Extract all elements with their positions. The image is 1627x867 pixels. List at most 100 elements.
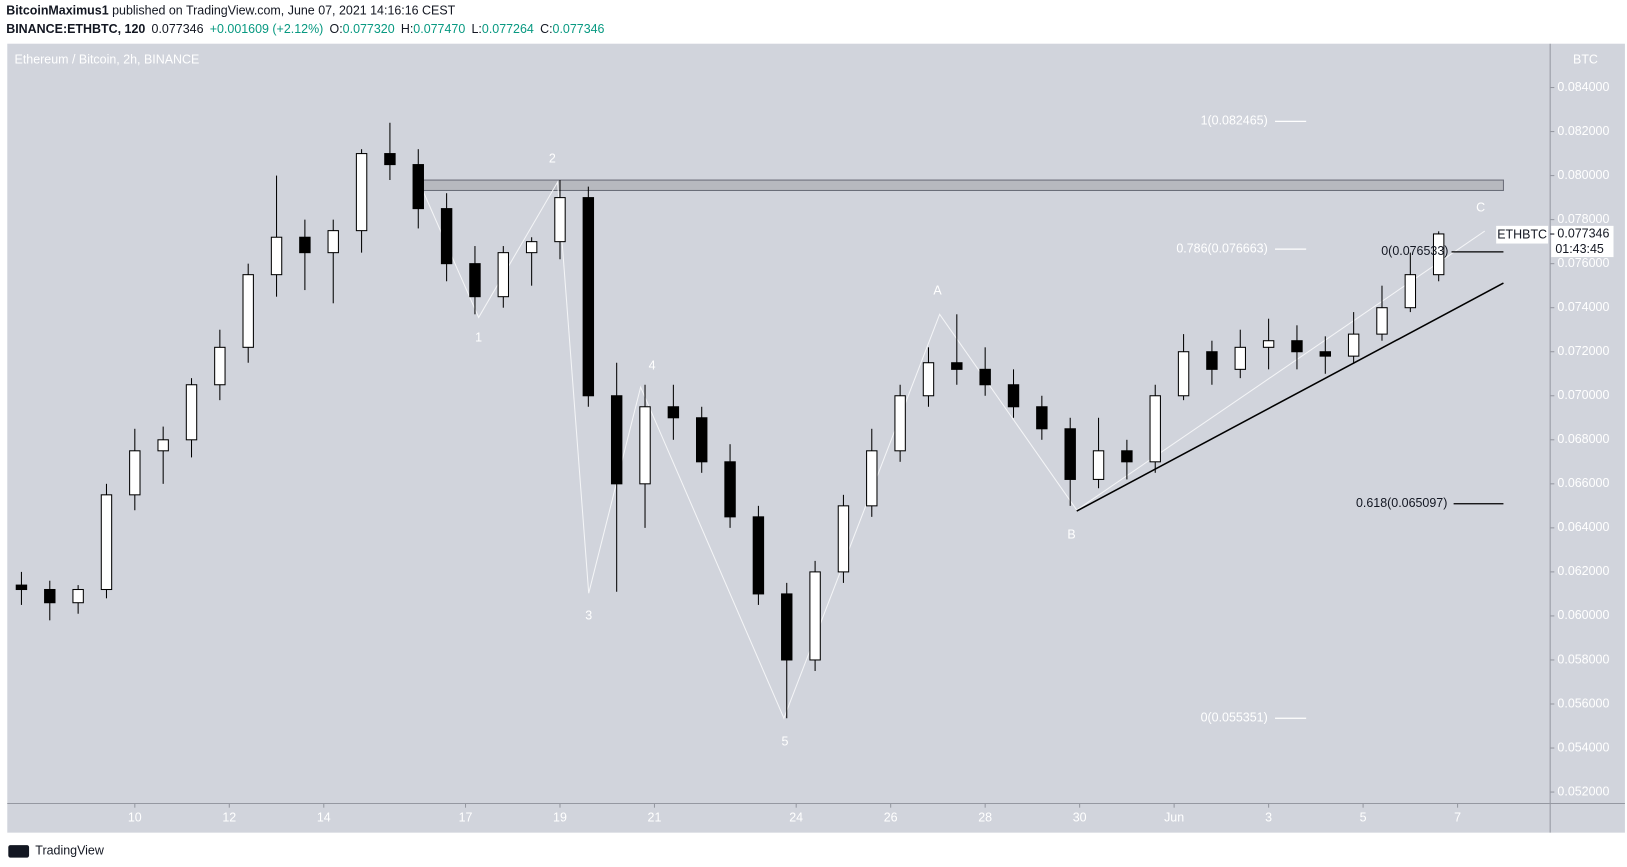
candle-body [1262,340,1275,348]
y-tick-label: 0.058000 [1557,652,1609,666]
symbol: BINANCE:ETHBTC, 120 [6,22,145,36]
last: 0.077346 [152,22,204,36]
fib-label: 0(0.076533) [1381,244,1448,258]
wave-label: C [1476,200,1485,214]
y-tick-label: 0.084000 [1557,80,1609,94]
candle-body [610,395,623,485]
candle-body [242,274,254,348]
candle-body [100,494,113,591]
candle-body [951,362,963,370]
x-tick-label: 14 [317,810,331,824]
countdown: 01:43:45 [1555,242,1604,256]
o-value: 0.077320 [343,22,395,36]
candle-body [667,406,680,419]
candle-body [72,588,84,604]
x-tick-label: 12 [222,810,236,824]
resistance-zone [419,179,1504,191]
c-value: 0.077346 [553,22,605,36]
candle-body [185,384,198,441]
candle-body [129,450,141,496]
change: +0.001609 (+2.12%) [210,22,324,36]
candle-body [837,505,850,573]
candle-body [157,439,169,452]
candle-body [270,236,283,276]
candle-body [1376,307,1388,335]
candle-body [327,230,339,254]
axis-unit: BTC [1573,53,1598,67]
candle-body [752,516,765,595]
candle-body [469,263,481,298]
x-tick-label: 5 [1360,810,1367,824]
trend-line [1076,282,1504,512]
candle-body [1432,233,1445,276]
price-tag [1551,225,1614,258]
candle-body [1149,395,1161,463]
candle-body [1234,346,1246,370]
wave-label: A [933,284,942,298]
wave-label: 1 [475,331,482,345]
candle-body [781,593,793,661]
candle-body [1319,351,1332,357]
author[interactable]: BitcoinMaximus1 [6,4,108,18]
y-tick-label: 0.082000 [1557,124,1609,138]
fib-label: 0(0.055351) [1201,711,1268,725]
candle-body [554,197,566,243]
wave-label: 2 [549,152,556,166]
y-tick-label: 0.072000 [1557,344,1609,358]
candle-body [497,252,510,298]
chart-title: Ethereum / Bitcoin, 2h, BINANCE [15,53,200,67]
published: published on TradingView.com, June 07, 2… [109,4,456,18]
fib-label: 0.618(0.065097) [1356,496,1447,510]
y-tick-label: 0.066000 [1557,476,1609,490]
candle-body [1007,384,1020,408]
symbol-tag [1496,225,1549,244]
x-tick-label: 3 [1265,810,1272,824]
x-tick-label: 26 [884,810,898,824]
candle-body [1206,351,1218,370]
h-value: 0.077470 [413,22,465,36]
wave-label: 5 [781,734,788,748]
candle-body [1092,450,1105,480]
candle-body [15,584,28,591]
candle-body [1177,351,1190,397]
candle-body [214,346,226,386]
candle-body [639,406,651,485]
candle-body [894,395,906,452]
candle-body [440,208,453,265]
wave-label: 4 [649,359,656,373]
x-tick-label: 19 [553,810,567,824]
candle-body [299,236,311,254]
candle-body [1064,428,1076,480]
y-tick-label: 0.070000 [1557,388,1609,402]
candle-body [1036,406,1048,430]
candle-body [355,153,368,232]
x-tick-label: 24 [789,810,803,824]
y-tick-label: 0.080000 [1557,168,1609,182]
wave-label: B [1067,527,1075,541]
chart-panel [7,43,1625,833]
candle-body [412,164,424,210]
o-label: O: [330,22,343,36]
candle-body [1347,333,1360,357]
candle-body [809,571,821,661]
y-tick-label: 0.076000 [1557,256,1609,270]
brand[interactable]: TradingView [35,844,105,858]
y-tick-label: 0.054000 [1557,740,1609,754]
y-tick-label: 0.060000 [1557,608,1609,622]
fib-label: 1(0.082465) [1201,114,1268,128]
candle-body [1404,274,1417,309]
candle-body [979,368,991,386]
y-tick-label: 0.062000 [1557,564,1609,578]
candle-body [384,153,396,166]
y-tick-label: 0.064000 [1557,520,1609,534]
x-tick-label: 28 [978,810,992,824]
x-tick-label: 21 [648,810,662,824]
publish-line: BitcoinMaximus1 published on TradingView… [6,4,455,18]
candle-body [724,461,736,518]
candle-body [582,197,595,397]
x-tick-label: 17 [459,810,473,824]
brand-logo [8,845,30,858]
candle-body [696,417,708,463]
